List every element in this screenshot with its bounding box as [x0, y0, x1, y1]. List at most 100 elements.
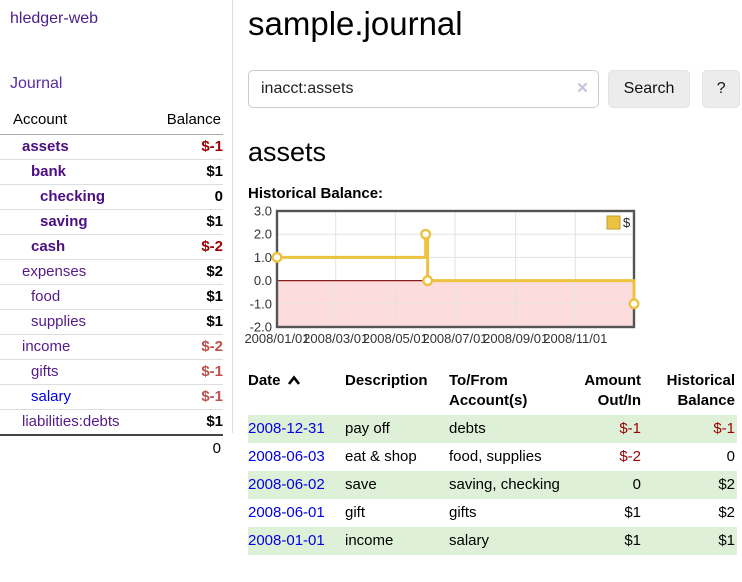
account-balance: $1	[151, 309, 223, 335]
account-balance: $2	[151, 259, 223, 285]
account-balance: $1	[151, 284, 223, 310]
transaction-row: 2008-12-31 pay off debts $-1 $-1	[248, 415, 737, 443]
transaction-date-link[interactable]: 2008-06-01	[248, 504, 325, 521]
transaction-description: save	[345, 471, 449, 499]
transactions-header-row: Date Description To/From Account(s) Amou…	[248, 369, 737, 415]
main-content: sample.journal ✕ Search ? assets Histori…	[244, 0, 740, 555]
account-balance: $-1	[151, 134, 223, 160]
transaction-date-link[interactable]: 2008-12-31	[248, 420, 325, 437]
account-balance: 0	[151, 184, 223, 210]
date-column-header[interactable]: Date	[248, 369, 345, 415]
sidebar: hledger-web Journal Account Balance asse…	[0, 0, 233, 462]
account-link[interactable]: supplies	[31, 313, 87, 330]
account-row-income: income $-2	[0, 334, 223, 360]
sidebar-item-journal[interactable]: Journal	[10, 75, 63, 92]
transaction-amount: $1	[570, 527, 643, 555]
transaction-description: pay off	[345, 415, 449, 443]
transaction-balance: 0	[726, 448, 735, 465]
account-row-saving: saving $1	[0, 209, 223, 235]
svg-text:2008/03/01: 2008/03/01	[303, 331, 368, 346]
page-title: sample.journal	[248, 5, 463, 42]
svg-text:-1.0: -1.0	[250, 296, 272, 311]
balance-column-header: Balance	[151, 108, 223, 135]
accounts-total-value: 0	[151, 434, 223, 462]
transaction-balance: $2	[643, 471, 737, 499]
transaction-row: 2008-06-03 eat & shop food, supplies $-2…	[248, 443, 737, 471]
account-link[interactable]: cash	[31, 238, 66, 255]
svg-text:2008/01/01: 2008/01/01	[244, 331, 309, 346]
account-link[interactable]: food	[31, 288, 61, 305]
transaction-description: gift	[345, 504, 366, 521]
svg-text:3.0: 3.0	[254, 204, 272, 219]
transaction-date-link[interactable]: 2008-06-03	[248, 448, 325, 465]
account-row-checking: checking 0	[0, 184, 223, 210]
account-row-bank: bank $1	[0, 159, 223, 185]
account-column-header: Account	[0, 108, 152, 135]
account-row-liabilities-debts: liabilities:debts $1	[0, 409, 223, 435]
svg-text:1.0: 1.0	[254, 250, 272, 265]
accounts-column-header: To/From Account(s)	[449, 372, 528, 409]
account-link[interactable]: assets	[22, 138, 69, 155]
transaction-date-link[interactable]: 2008-06-02	[248, 476, 325, 493]
transactions-table: Date Description To/From Account(s) Amou…	[248, 369, 737, 555]
transaction-amount: $-1	[570, 415, 643, 443]
svg-text:2008/09/01: 2008/09/01	[483, 331, 548, 346]
account-link[interactable]: bank	[31, 163, 67, 180]
account-row-expenses: expenses $2	[0, 259, 223, 285]
account-row-food: food $1	[0, 284, 223, 310]
svg-text:2008/07/01: 2008/07/01	[422, 331, 487, 346]
account-balance: $1	[151, 159, 223, 185]
amount-column-header: Amount Out/In	[584, 372, 641, 409]
account-heading: assets	[248, 137, 327, 167]
balance-column-header: Historical Balance	[666, 372, 735, 409]
account-row-salary: salary $-1	[0, 384, 223, 410]
clear-search-icon[interactable]: ✕	[576, 80, 589, 97]
transaction-amount: $1	[624, 504, 641, 521]
account-balance: $-1	[151, 384, 223, 410]
account-link[interactable]: expenses	[22, 263, 87, 280]
svg-text:$: $	[623, 215, 631, 230]
transaction-amount: 0	[570, 471, 643, 499]
search-button[interactable]: Search	[607, 70, 691, 108]
account-row-gifts: gifts $-1	[0, 359, 223, 385]
search-form: ✕ Search ?	[248, 70, 740, 108]
sidebar-divider	[232, 0, 233, 433]
svg-text:2.0: 2.0	[254, 227, 272, 242]
chart-canvas: $3.0 2.0 1.0 0.0 -1.0 -2.02008/01/012008/03/0…	[244, 204, 640, 346]
brand-link[interactable]: hledger-web	[10, 10, 99, 27]
sort-asc-icon	[287, 375, 300, 385]
account-link[interactable]: income	[22, 338, 71, 355]
search-input[interactable]	[248, 70, 599, 108]
account-balance: $1	[151, 409, 223, 435]
chart-title: Historical Balance:	[248, 185, 384, 202]
transaction-accounts: gifts	[449, 504, 477, 521]
svg-text:-2.0: -2.0	[250, 320, 272, 335]
transaction-balance: $2	[718, 504, 735, 521]
transaction-accounts: saving, checking	[449, 471, 570, 499]
account-link[interactable]: gifts	[31, 363, 59, 380]
historical-balance-chart: $3.0 2.0 1.0 0.0 -1.0 -2.0 2008/01/01 2008/03/0…	[243, 204, 740, 355]
accounts-table: Account Balance assets $-1 bank $1 check…	[0, 108, 223, 462]
svg-text:2008/11/01: 2008/11/01	[543, 331, 607, 346]
transaction-row: 2008-06-02 save saving, checking 0 $2	[248, 471, 737, 499]
help-button[interactable]: ?	[702, 70, 740, 108]
account-balance: $-1	[151, 359, 223, 385]
description-column-header: Description	[345, 372, 428, 389]
account-balance: $1	[151, 209, 223, 235]
account-link[interactable]: saving	[40, 213, 88, 230]
transaction-row: 2008-06-01 gift gifts $1 $2	[248, 499, 737, 527]
account-link[interactable]: liabilities:debts	[22, 413, 120, 430]
transaction-date-link[interactable]: 2008-01-01	[248, 532, 325, 549]
account-link[interactable]: checking	[40, 188, 106, 205]
transaction-accounts: debts	[449, 415, 570, 443]
transaction-description: eat & shop	[345, 448, 417, 465]
accounts-table-header: Account Balance	[0, 108, 223, 135]
account-balance: $-2	[151, 334, 223, 360]
transaction-row: 2008-01-01 income salary $1 $1	[248, 527, 737, 555]
account-row-cash: cash $-2	[0, 234, 223, 260]
svg-text:2008/05/01: 2008/05/01	[363, 331, 428, 346]
account-link[interactable]: salary	[31, 388, 72, 405]
account-row-assets: assets $-1	[0, 134, 223, 160]
transaction-balance: $1	[643, 527, 737, 555]
